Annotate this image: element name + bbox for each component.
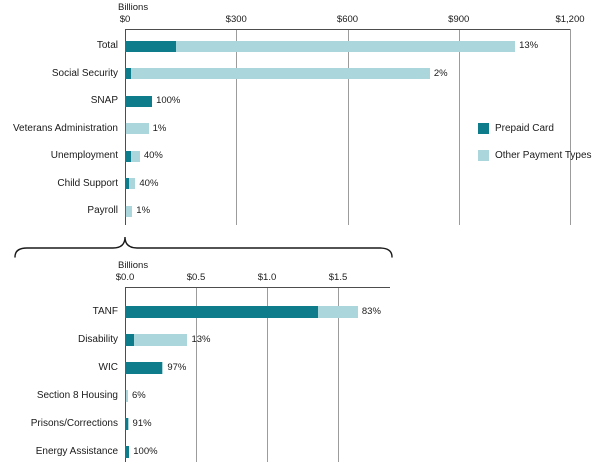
category-label: Disability	[77, 334, 118, 345]
prepaid-bar-segment	[125, 334, 134, 346]
gridline	[196, 287, 197, 462]
category-label: SNAP	[90, 95, 118, 106]
prepaid-bar-segment	[125, 95, 153, 107]
other-bar-segment	[127, 418, 129, 430]
x-axis-line	[125, 287, 390, 288]
prepaid-bar-segment	[125, 178, 130, 189]
category-label: Child Support	[57, 177, 118, 189]
category-label: Unemployment	[50, 150, 118, 161]
other-bar-segment	[126, 205, 133, 217]
y-axis-line	[125, 287, 126, 462]
prepaid-bar-segment	[125, 123, 126, 134]
prepaid-bar-segment	[125, 205, 126, 217]
other-bar-segment	[129, 178, 136, 189]
prepaid-bar-segment	[125, 418, 128, 430]
legend-label-other: Other Payment Types	[495, 149, 592, 161]
x-tick-label: $300	[225, 14, 247, 25]
bar-value-label: 40%	[139, 177, 159, 189]
gridline	[267, 287, 268, 462]
prepaid-bar-segment	[125, 390, 126, 402]
category-label: Energy Assistance	[35, 446, 118, 457]
prepaid-bar-segment	[125, 40, 176, 52]
axis-title: Billions	[118, 260, 149, 271]
axis-title: Billions	[118, 2, 149, 13]
x-tick-label: $0.0	[115, 272, 135, 283]
prepaid-bar-segment	[125, 150, 131, 162]
gridline	[570, 29, 571, 225]
bar-value-label: 13%	[191, 334, 211, 345]
legend: Prepaid Card Other Payment Types	[478, 121, 592, 175]
other-bar-segment	[175, 40, 516, 52]
legend-item-other: Other Payment Types	[478, 148, 592, 162]
category-label: WIC	[98, 362, 118, 373]
x-tick-label: $1.0	[257, 272, 277, 283]
other-bar-segment	[126, 123, 149, 134]
other-bar-segment	[126, 390, 128, 402]
legend-item-prepaid: Prepaid Card	[478, 121, 592, 135]
bar-value-label: 83%	[361, 306, 381, 317]
bar-value-label: 100%	[133, 446, 158, 457]
other-bar-segment	[161, 362, 164, 374]
bar-value-label: 91%	[132, 418, 152, 429]
prepaid-bar-segment	[125, 362, 162, 374]
x-tick-label: $0.5	[186, 272, 206, 283]
other-bar-segment	[130, 150, 140, 162]
category-label: Social Security	[51, 67, 118, 79]
prepaid-bar-segment	[125, 446, 130, 458]
gridline	[338, 287, 339, 462]
bar-value-label: 2%	[433, 67, 448, 79]
category-label: Payroll	[87, 205, 118, 216]
prepaid-bar-segment	[125, 68, 131, 79]
bar-value-label: 100%	[156, 95, 181, 106]
x-axis-line	[125, 29, 570, 30]
bar-value-label: 13%	[519, 40, 539, 51]
bar-value-label: 97%	[167, 362, 187, 373]
x-tick-label: $1.5	[328, 272, 348, 283]
x-tick-label: $900	[448, 14, 470, 25]
x-tick-label: $1,200	[555, 14, 585, 25]
gridline	[458, 29, 460, 225]
category-label: Prisons/Corrections	[30, 418, 118, 429]
category-label: Section 8 Housing	[36, 390, 118, 401]
bar-value-label: 1%	[136, 205, 151, 216]
prepaid-swatch-icon	[478, 122, 489, 134]
x-tick-label: $0	[119, 14, 131, 25]
category-label: Total	[96, 40, 118, 51]
bar-value-label: 1%	[152, 122, 167, 134]
other-swatch-icon	[478, 149, 489, 161]
gridline	[347, 29, 349, 225]
other-bar-segment	[318, 306, 358, 318]
bar-value-label: 6%	[131, 390, 146, 401]
x-tick-label: $600	[336, 14, 359, 25]
other-bar-segment	[133, 334, 188, 346]
category-label: Veterans Administration	[12, 122, 118, 134]
gridline	[236, 29, 238, 225]
category-label: TANF	[92, 306, 118, 317]
other-bar-segment	[130, 68, 430, 79]
prepaid-bar-segment	[125, 306, 319, 318]
legend-label-prepaid: Prepaid Card	[495, 122, 554, 134]
bar-value-label: 40%	[143, 150, 163, 161]
